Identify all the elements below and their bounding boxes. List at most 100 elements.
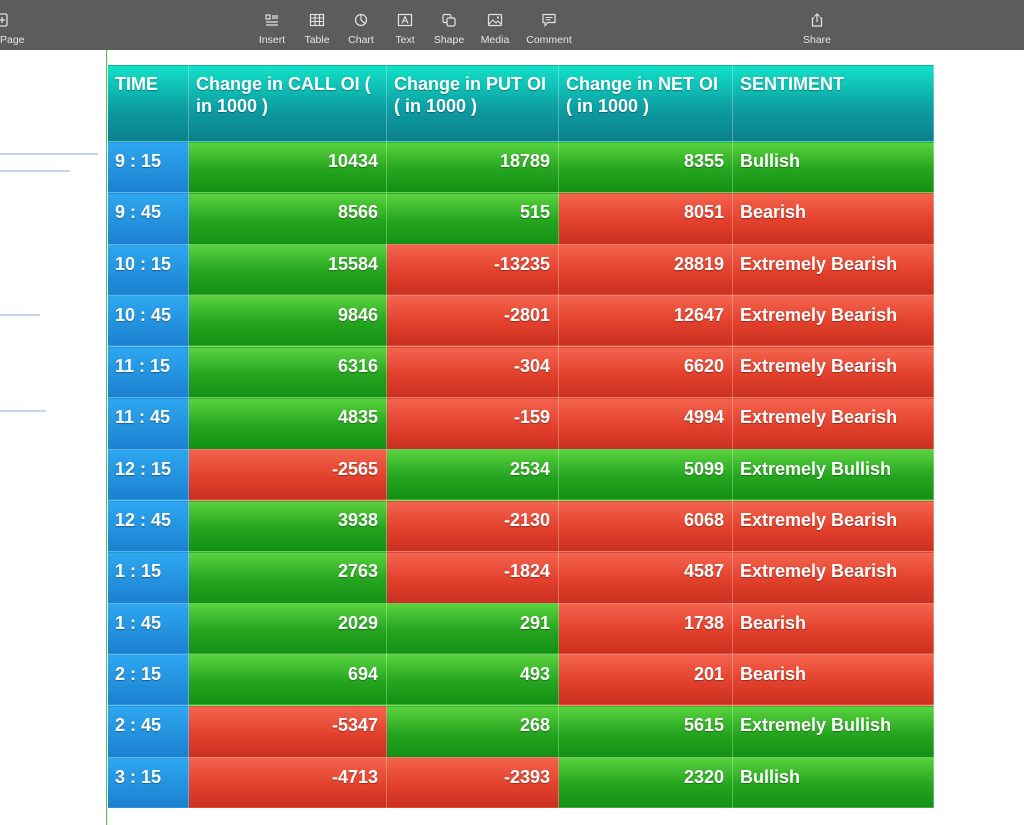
call-oi-cell[interactable]: -5347 — [188, 705, 387, 758]
call-oi-cell[interactable]: 10434 — [188, 140, 387, 194]
net-oi-cell[interactable]: 2320 — [558, 756, 733, 809]
call-oi-cell[interactable]: 8566 — [188, 192, 387, 245]
share-icon — [811, 13, 823, 27]
table-row: 2 : 45 -5347 268 5615 Extremely Bullish — [107, 705, 934, 758]
time-cell[interactable]: 10 : 45 — [107, 294, 189, 348]
put-oi-cell[interactable]: -13235 — [386, 243, 559, 296]
net-oi-cell[interactable]: 12647 — [558, 294, 733, 348]
comment-label: Comment — [526, 34, 572, 46]
call-oi-cell[interactable]: 4835 — [188, 397, 387, 450]
media-label: Media — [480, 34, 510, 46]
header-sentiment[interactable]: SENTIMENT — [732, 64, 934, 142]
time-cell[interactable]: 1 : 45 — [107, 602, 189, 655]
sentiment-cell[interactable]: Bearish — [732, 602, 934, 655]
put-oi-cell[interactable]: -304 — [386, 346, 559, 399]
call-oi-cell[interactable]: 3938 — [188, 500, 387, 553]
put-oi-cell[interactable]: 18789 — [386, 140, 559, 194]
time-cell[interactable]: 2 : 15 — [107, 653, 189, 707]
sentiment-cell[interactable]: Bullish — [732, 756, 934, 809]
put-oi-cell[interactable]: -159 — [386, 397, 559, 450]
media-icon — [487, 13, 503, 27]
time-cell[interactable]: 12 : 45 — [107, 500, 189, 553]
left-margin-artifact — [0, 410, 46, 412]
table-row: 3 : 15 -4713 -2393 2320 Bullish — [107, 756, 934, 809]
time-cell[interactable]: 2 : 45 — [107, 705, 189, 758]
time-cell[interactable]: 3 : 15 — [107, 756, 189, 809]
sentiment-cell[interactable]: Extremely Bearish — [732, 346, 934, 399]
sentiment-cell[interactable]: Extremely Bearish — [732, 294, 934, 348]
call-oi-cell[interactable]: -2565 — [188, 448, 387, 502]
call-oi-cell[interactable]: 2029 — [188, 602, 387, 655]
net-oi-cell[interactable]: 1738 — [558, 602, 733, 655]
call-oi-cell[interactable]: 6316 — [188, 346, 387, 399]
time-cell[interactable]: 1 : 15 — [107, 551, 189, 604]
header-net-oi[interactable]: Change in NET OI ( in 1000 ) — [558, 64, 733, 142]
add-page-button[interactable]: Page — [0, 0, 25, 50]
put-oi-cell[interactable]: 515 — [386, 192, 559, 245]
table-icon — [309, 13, 325, 27]
call-oi-cell[interactable]: -4713 — [188, 756, 387, 809]
sentiment-cell[interactable]: Bullish — [732, 140, 934, 194]
call-oi-cell[interactable]: 2763 — [188, 551, 387, 604]
comment-button[interactable]: Comment — [524, 0, 574, 50]
put-oi-cell[interactable]: -2393 — [386, 756, 559, 809]
table-row: 2 : 15 694 493 201 Bearish — [107, 653, 934, 707]
net-oi-cell[interactable]: 4994 — [558, 397, 733, 450]
net-oi-cell[interactable]: 201 — [558, 653, 733, 707]
net-oi-cell[interactable]: 28819 — [558, 243, 733, 296]
net-oi-cell[interactable]: 6620 — [558, 346, 733, 399]
time-cell[interactable]: 11 : 45 — [107, 397, 189, 450]
put-oi-cell[interactable]: -2130 — [386, 500, 559, 553]
put-oi-cell[interactable]: 291 — [386, 602, 559, 655]
net-oi-cell[interactable]: 5615 — [558, 705, 733, 758]
sentiment-cell[interactable]: Bearish — [732, 653, 934, 707]
shape-button[interactable]: Shape — [432, 0, 466, 50]
sentiment-cell[interactable]: Extremely Bearish — [732, 397, 934, 450]
put-oi-cell[interactable]: 268 — [386, 705, 559, 758]
call-oi-cell[interactable]: 9846 — [188, 294, 387, 348]
time-cell[interactable]: 10 : 15 — [107, 243, 189, 296]
comment-icon — [542, 13, 556, 27]
net-oi-cell[interactable]: 4587 — [558, 551, 733, 604]
share-button[interactable]: Share — [800, 0, 834, 50]
time-cell[interactable]: 9 : 15 — [107, 140, 189, 194]
chart-button[interactable]: Chart — [346, 0, 376, 50]
call-oi-cell[interactable]: 694 — [188, 653, 387, 707]
insert-icon — [265, 14, 278, 26]
sentiment-cell[interactable]: Extremely Bearish — [732, 551, 934, 604]
header-time[interactable]: TIME — [107, 64, 189, 142]
sentiment-cell[interactable]: Extremely Bearish — [732, 243, 934, 296]
table-row: 1 : 15 2763 -1824 4587 Extremely Bearish — [107, 551, 934, 604]
left-margin-artifact — [0, 170, 70, 172]
table-row: 11 : 45 4835 -159 4994 Extremely Bearish — [107, 397, 934, 450]
insert-button[interactable]: Insert — [258, 0, 286, 50]
text-button[interactable]: Text — [392, 0, 418, 50]
left-margin-artifact — [0, 314, 40, 316]
table-row: 12 : 45 3938 -2130 6068 Extremely Bearis… — [107, 500, 934, 553]
media-button[interactable]: Media — [478, 0, 512, 50]
net-oi-cell[interactable]: 6068 — [558, 500, 733, 553]
time-cell[interactable]: 11 : 15 — [107, 346, 189, 399]
net-oi-cell[interactable]: 5099 — [558, 448, 733, 502]
sentiment-cell[interactable]: Extremely Bullish — [732, 705, 934, 758]
call-oi-cell[interactable]: 15584 — [188, 243, 387, 296]
table-button[interactable]: Table — [303, 0, 331, 50]
oi-table: TIME Change in CALL OI ( in 1000 ) Chang… — [107, 64, 934, 809]
time-cell[interactable]: 12 : 15 — [107, 448, 189, 502]
net-oi-cell[interactable]: 8355 — [558, 140, 733, 194]
sentiment-cell[interactable]: Extremely Bullish — [732, 448, 934, 502]
chart-label: Chart — [348, 34, 374, 46]
header-call-oi[interactable]: Change in CALL OI ( in 1000 ) — [188, 64, 387, 142]
add-page-icon — [0, 13, 8, 27]
header-put-oi[interactable]: Change in PUT OI ( in 1000 ) — [386, 64, 559, 142]
table-row: 9 : 15 10434 18789 8355 Bullish — [107, 140, 934, 194]
sentiment-cell[interactable]: Extremely Bearish — [732, 500, 934, 553]
sentiment-cell[interactable]: Bearish — [732, 192, 934, 245]
net-oi-cell[interactable]: 8051 — [558, 192, 733, 245]
put-oi-cell[interactable]: 2534 — [386, 448, 559, 502]
time-cell[interactable]: 9 : 45 — [107, 192, 189, 245]
left-margin-artifact — [0, 153, 98, 155]
put-oi-cell[interactable]: -1824 — [386, 551, 559, 604]
put-oi-cell[interactable]: 493 — [386, 653, 559, 707]
put-oi-cell[interactable]: -2801 — [386, 294, 559, 348]
